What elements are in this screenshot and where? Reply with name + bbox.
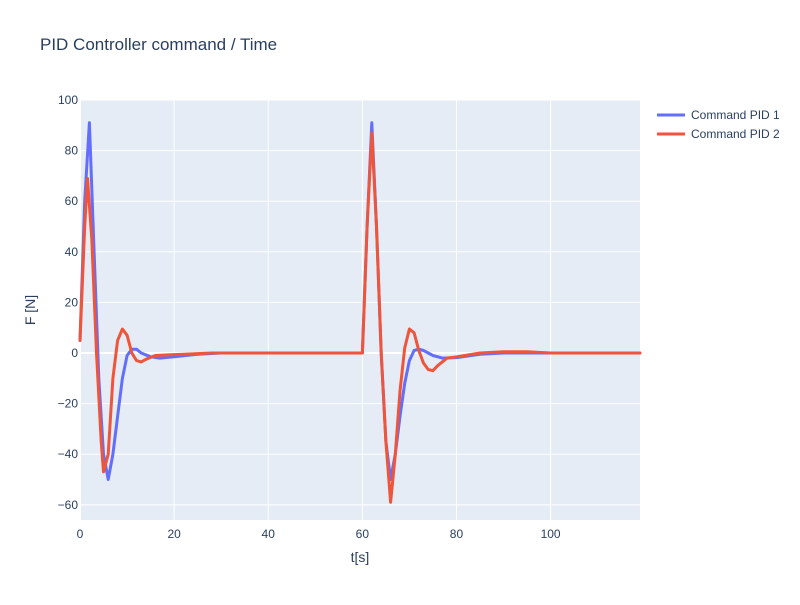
y-tick-label: −40: [58, 447, 79, 461]
y-tick-label: 60: [65, 194, 79, 208]
y-tick-label: −20: [58, 397, 79, 411]
plot-area: [80, 100, 640, 520]
x-axis-ticks: 0 20 40 60 80 100: [77, 527, 561, 541]
y-tick-label: −60: [58, 498, 79, 512]
y-tick-label: 80: [65, 144, 79, 158]
x-tick-label: 60: [356, 527, 370, 541]
grid-lines: [80, 99, 640, 520]
legend[interactable]: Command PID 1 Command PID 2: [657, 108, 780, 141]
y-tick-label: 40: [65, 245, 79, 259]
legend-item-1[interactable]: Command PID 1: [657, 108, 780, 122]
legend-item-2[interactable]: Command PID 2: [657, 127, 780, 141]
chart-title: PID Controller command / Time: [40, 35, 277, 54]
y-tick-label: 20: [65, 295, 79, 309]
x-tick-label: 40: [262, 527, 276, 541]
legend-label: Command PID 1: [691, 108, 780, 122]
legend-label: Command PID 2: [691, 127, 780, 141]
x-axis-label: t[s]: [351, 549, 370, 565]
x-tick-label: 0: [77, 527, 84, 541]
y-tick-label: 100: [58, 93, 78, 107]
x-tick-label: 20: [167, 527, 181, 541]
x-tick-label: 100: [541, 527, 561, 541]
y-tick-label: 0: [71, 346, 78, 360]
x-tick-label: 80: [450, 527, 464, 541]
y-axis-ticks: −60 −40 −20 0 20 40 60 80 100: [58, 93, 79, 512]
y-axis-label: F [N]: [22, 295, 38, 325]
series-lines: [78, 121, 642, 504]
series-line-2: [78, 131, 642, 504]
